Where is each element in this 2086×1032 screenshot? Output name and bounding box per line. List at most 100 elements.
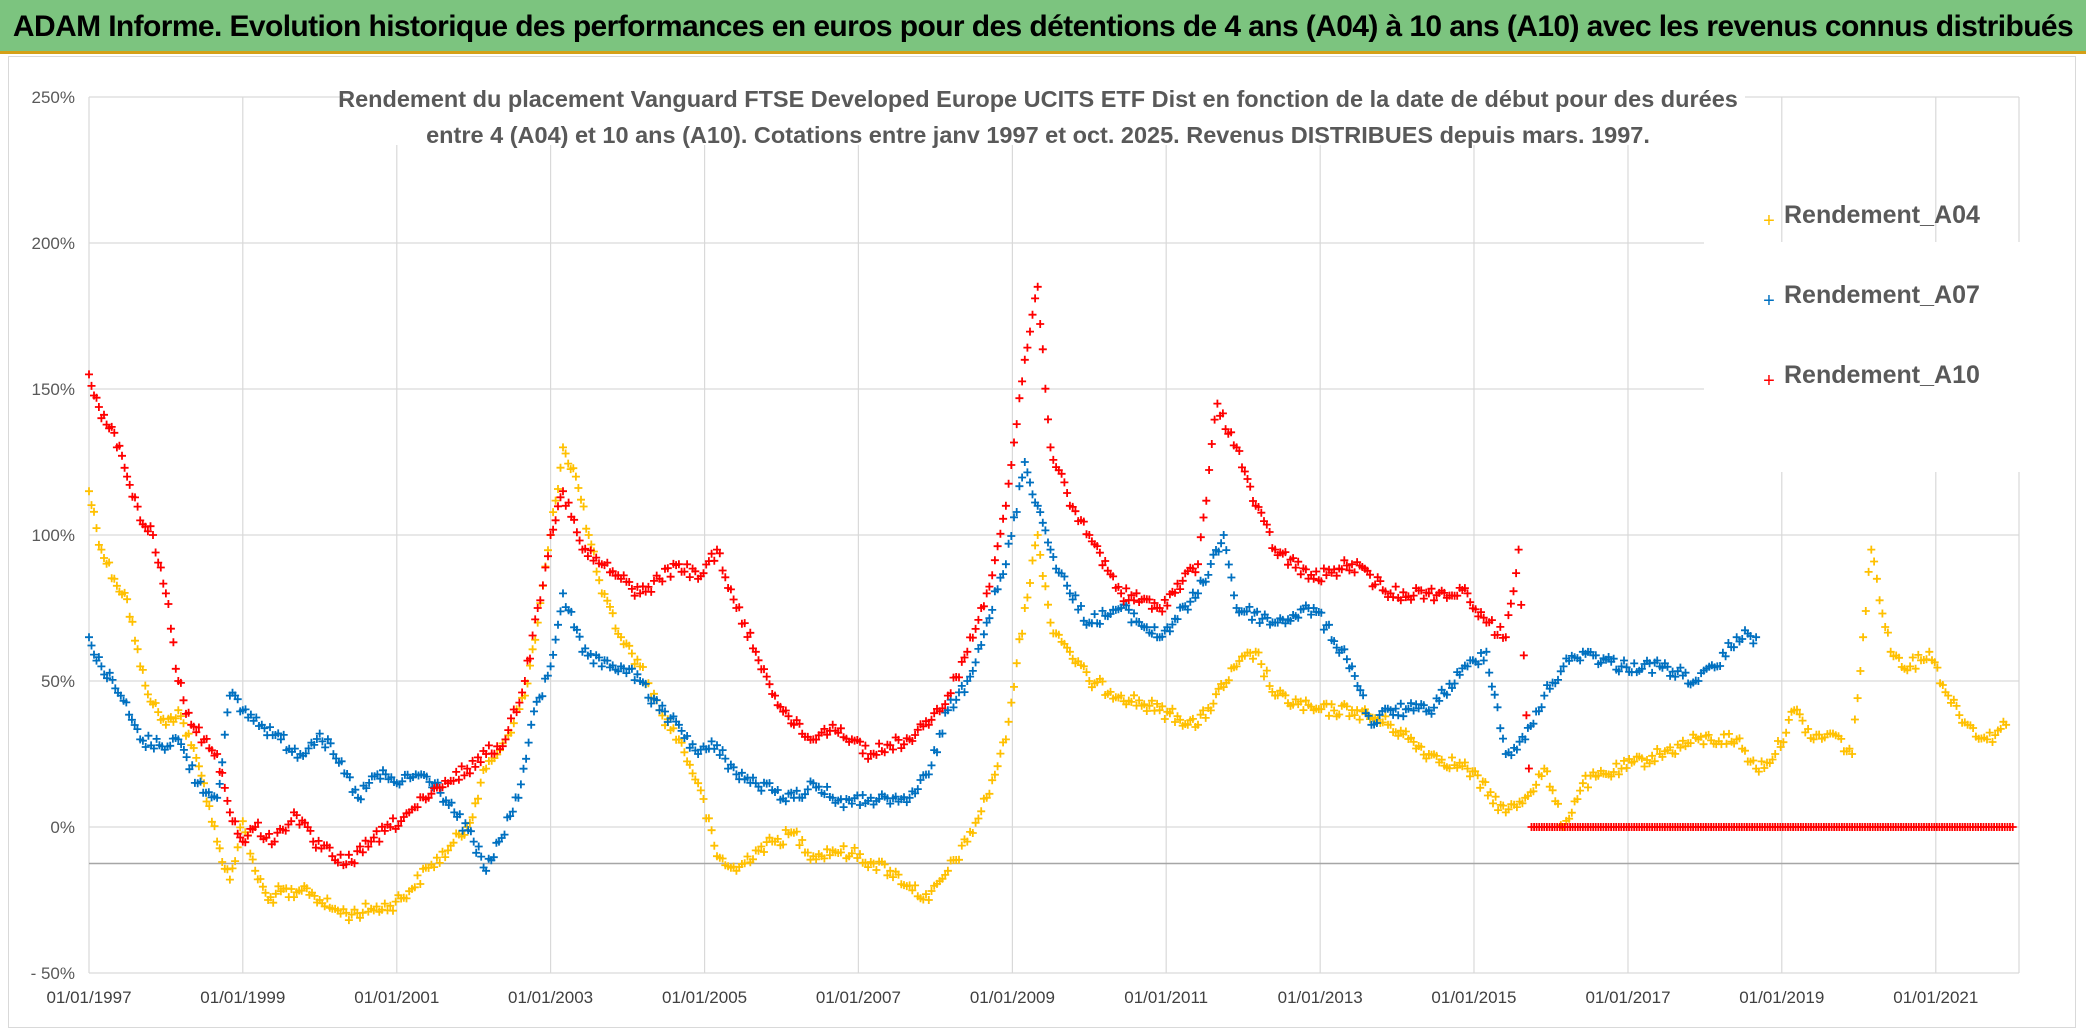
data-marker xyxy=(295,820,304,829)
data-marker xyxy=(927,887,936,895)
data-marker xyxy=(1955,711,1964,720)
data-marker xyxy=(449,838,458,847)
data-marker xyxy=(823,782,832,791)
data-marker xyxy=(677,738,686,747)
data-marker xyxy=(551,635,560,644)
data-marker xyxy=(1301,696,1310,705)
data-marker xyxy=(105,668,114,677)
data-marker xyxy=(1607,772,1616,781)
data-marker xyxy=(344,850,353,859)
data-marker xyxy=(1235,657,1244,665)
data-point xyxy=(1001,560,1010,569)
data-marker xyxy=(1450,679,1459,688)
data-marker xyxy=(442,796,450,805)
data-marker xyxy=(549,525,558,534)
data-marker xyxy=(1262,666,1271,675)
y-tick-label: 100% xyxy=(32,526,75,545)
data-marker xyxy=(1063,489,1072,497)
data-marker xyxy=(1543,767,1552,776)
data-marker xyxy=(710,841,719,850)
data-marker xyxy=(561,449,570,458)
data-marker xyxy=(1875,596,1884,605)
data-marker xyxy=(1158,702,1167,711)
data-marker xyxy=(850,843,859,852)
data-marker xyxy=(1265,682,1274,690)
data-marker xyxy=(333,858,342,867)
data-marker xyxy=(627,584,636,593)
data-marker xyxy=(274,882,283,891)
data-marker xyxy=(461,819,470,828)
data-marker xyxy=(100,554,108,562)
data-point xyxy=(97,662,106,671)
data-marker xyxy=(1872,574,1881,583)
data-marker xyxy=(325,843,334,852)
data-point xyxy=(828,720,837,729)
data-marker xyxy=(564,498,573,507)
data-marker xyxy=(1407,595,1415,604)
data-point xyxy=(886,741,895,750)
data-marker xyxy=(538,692,547,701)
data-marker xyxy=(1746,632,1755,640)
data-marker xyxy=(1260,672,1268,681)
data-point xyxy=(1848,750,1857,758)
y-tick-label: 50% xyxy=(41,672,75,691)
data-marker xyxy=(127,715,136,724)
data-marker xyxy=(1023,343,1032,352)
data-point xyxy=(751,647,760,656)
data-marker xyxy=(1493,630,1502,639)
data-marker xyxy=(1522,711,1531,720)
data-point xyxy=(1424,589,1433,598)
data-marker xyxy=(151,548,160,557)
data-marker xyxy=(669,712,678,721)
data-marker xyxy=(1696,732,1705,741)
data-point xyxy=(482,866,491,875)
data-marker xyxy=(1481,778,1490,787)
data-marker xyxy=(803,785,812,794)
data-marker xyxy=(1178,576,1187,585)
data-point xyxy=(386,823,395,831)
data-marker xyxy=(787,788,796,797)
data-marker xyxy=(1142,707,1151,715)
data-marker xyxy=(630,660,639,668)
data-marker xyxy=(138,665,147,674)
data-marker xyxy=(1356,686,1365,695)
data-marker xyxy=(231,817,240,826)
data-marker xyxy=(1381,587,1390,596)
data-marker xyxy=(233,695,242,704)
data-marker xyxy=(908,737,917,745)
data-marker xyxy=(1741,746,1749,755)
data-marker xyxy=(154,708,163,717)
data-marker xyxy=(1273,618,1282,627)
data-marker xyxy=(683,560,692,569)
data-marker xyxy=(1749,639,1758,648)
data-marker xyxy=(1038,572,1047,580)
data-marker xyxy=(1342,561,1351,570)
data-marker xyxy=(1337,565,1346,574)
data-marker xyxy=(202,797,211,806)
data-marker xyxy=(292,811,301,820)
data-point xyxy=(110,428,119,437)
data-marker xyxy=(968,829,977,837)
data-marker xyxy=(1007,698,1016,707)
data-marker xyxy=(993,762,1002,771)
data-marker xyxy=(452,767,461,776)
data-marker xyxy=(798,836,807,844)
data-marker xyxy=(1845,744,1854,753)
data-marker xyxy=(1440,588,1449,597)
data-marker xyxy=(1529,719,1538,728)
data-marker xyxy=(1090,610,1099,619)
data-marker xyxy=(141,743,150,751)
subtitle-background xyxy=(345,63,1745,145)
data-marker xyxy=(1246,482,1255,491)
data-marker xyxy=(1015,394,1024,403)
data-marker xyxy=(287,885,296,893)
y-tick-label: 0% xyxy=(50,818,75,837)
data-marker xyxy=(252,713,261,722)
data-marker xyxy=(1284,560,1292,569)
data-marker xyxy=(1028,490,1037,499)
data-marker xyxy=(839,842,848,851)
data-marker xyxy=(658,701,667,710)
data-marker xyxy=(1317,608,1326,617)
data-marker xyxy=(993,542,1002,551)
data-marker xyxy=(1366,570,1374,579)
